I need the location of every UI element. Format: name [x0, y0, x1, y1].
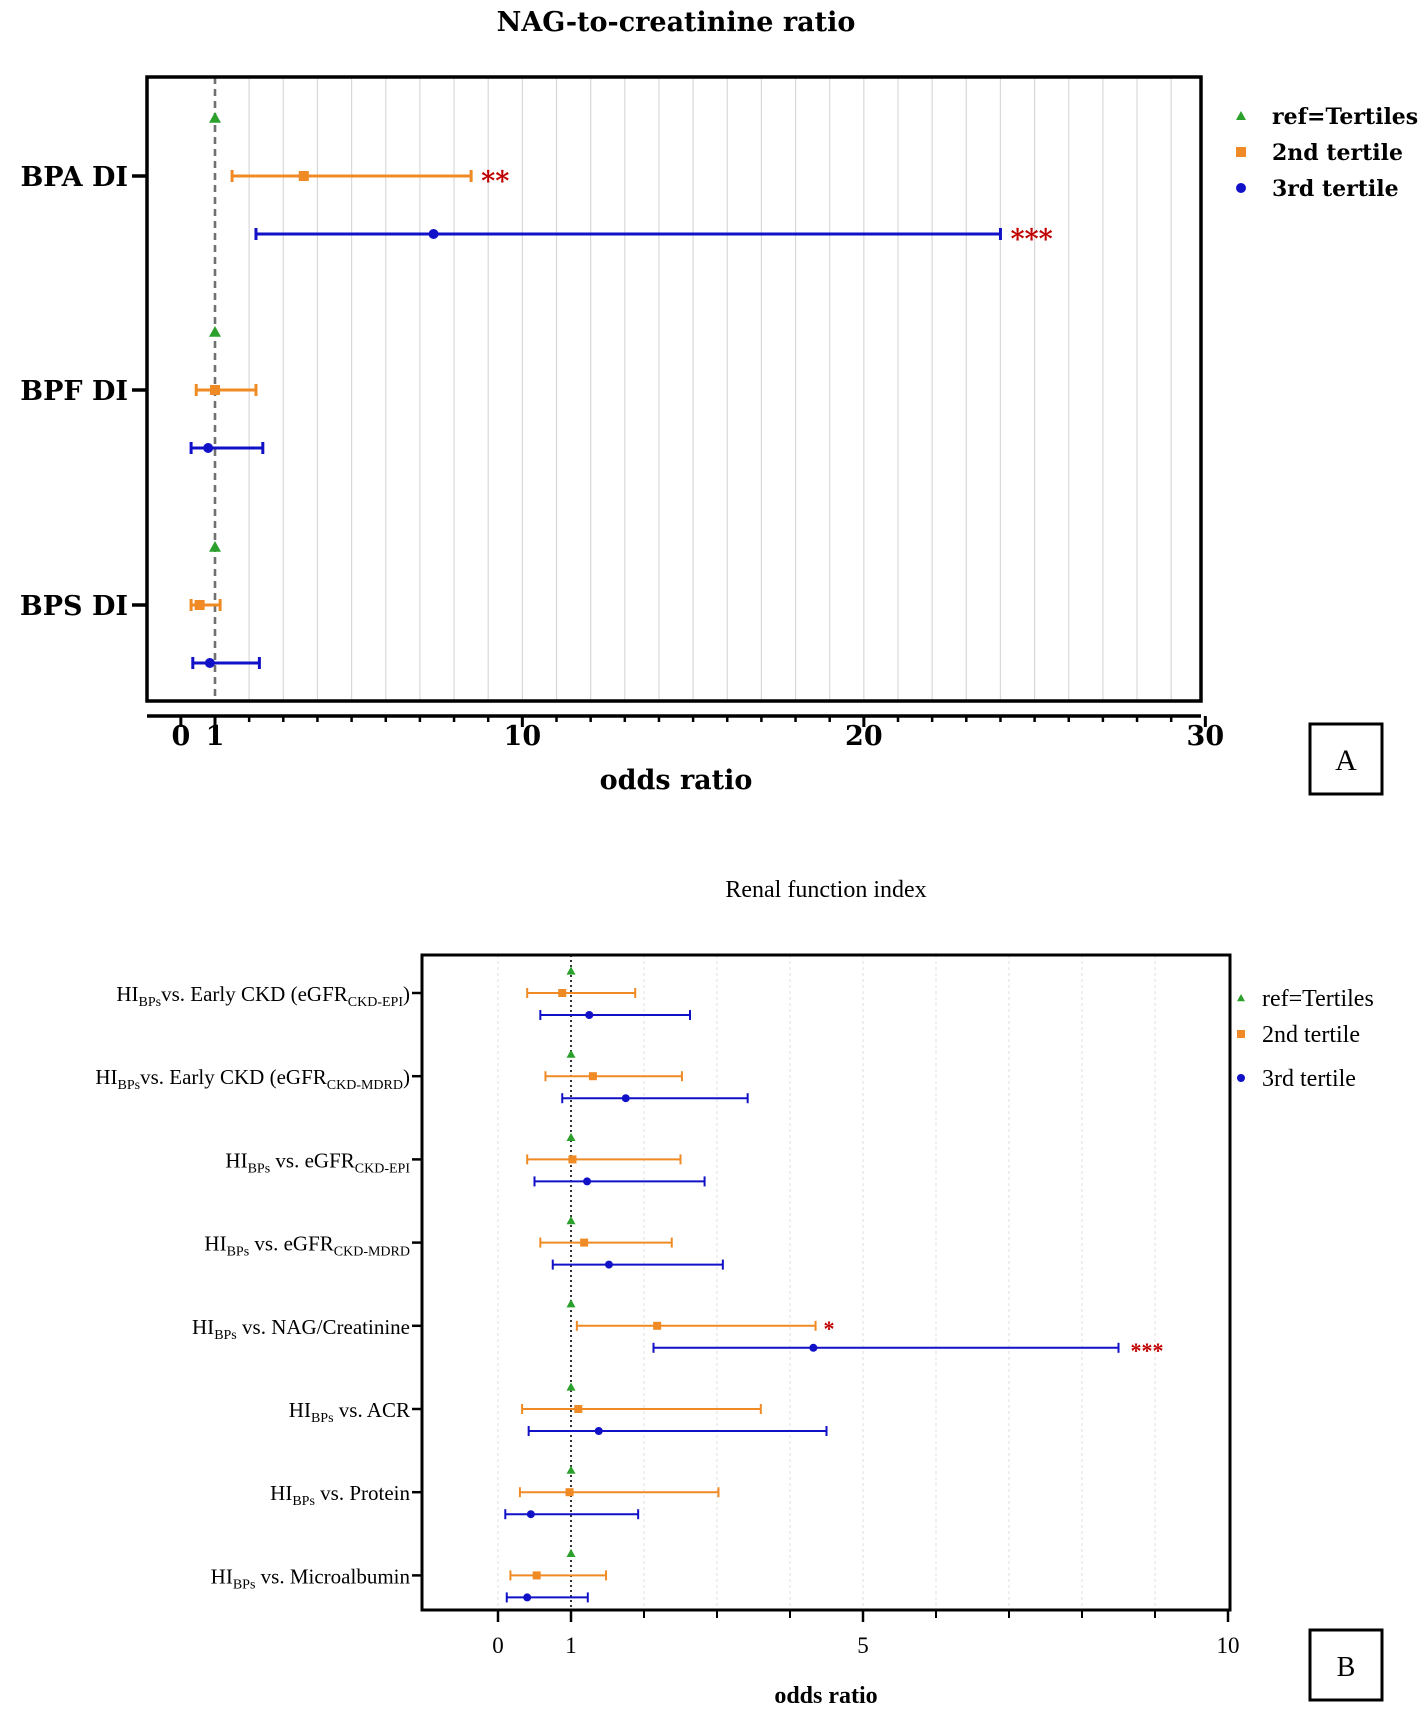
panel-b-y-label: HIBPs vs. Microalbumin [211, 1564, 411, 1592]
panel-a-point-ref [209, 112, 221, 123]
panel-a-point-third [428, 229, 439, 239]
panel-a-x-tick-label: 10 [504, 721, 542, 752]
panel-b-legend-label: ref=Tertiles [1262, 986, 1374, 1012]
panel-b-significance: * [824, 1316, 835, 1341]
panel-b-y-label: HIBPs vs. eGFRCKD-EPI [225, 1148, 410, 1176]
panel-b-label: B [1337, 1652, 1356, 1683]
panel-b-point-second [653, 1321, 662, 1330]
panel-b-significance: *** [1131, 1338, 1164, 1363]
panel-b-point-second [588, 1072, 597, 1081]
panel-a-legend-label: 3rd tertile [1272, 176, 1399, 202]
panel-b-x-label: odds ratio [774, 1683, 877, 1709]
panel-b-point-ref [566, 1049, 576, 1058]
panel-a-point-third [203, 443, 214, 453]
panel-a-significance: *** [1010, 224, 1052, 255]
panel-b-point-ref [566, 1299, 576, 1308]
panel-b-title: Renal function index [725, 877, 926, 903]
panel-b-point-third [809, 1343, 818, 1352]
panel-b-y-label: HIBPs vs. eGFRCKD-MDRD [204, 1232, 410, 1260]
panel-a: NAG-to-creatinine ratio ***** 0 1 10 20 30 B… [20, 7, 1418, 796]
panel-b-point-second [565, 1488, 574, 1497]
panel-b-point-ref [566, 1465, 576, 1474]
panel-b-x-tick-label: 10 [1217, 1633, 1240, 1658]
panel-a-x-label: odds ratio [600, 765, 753, 796]
panel-a-significance: ** [481, 166, 509, 197]
panel-a-point-ref [209, 541, 221, 552]
panel-a-title: NAG-to-creatinine ratio [497, 7, 856, 38]
panel-b-point-third [523, 1593, 532, 1602]
panel-b-point-third [585, 1011, 594, 1019]
panel-a-label: A [1335, 744, 1357, 777]
panel-b-grid [497, 955, 1156, 1610]
panel-b-point-third [526, 1510, 535, 1519]
panel-b-x-tick-label: 5 [857, 1633, 869, 1658]
panel-b-point-second [532, 1571, 541, 1580]
panel-b-y-label: HIBPs vs. Protein [270, 1481, 410, 1509]
panel-a-legend-marker-third [1236, 183, 1246, 193]
panel-b-legend-marker-ref [1237, 994, 1245, 1002]
panel-b-point-second [558, 989, 567, 997]
panel-b-point-second [568, 1155, 577, 1164]
panel-b-legend: ref=Tertiles 2nd tertile 3rd tertile [1237, 986, 1374, 1092]
panel-b-plot-frame [420, 953, 1232, 1612]
panel-a-legend-marker-ref [1236, 111, 1246, 120]
panel-a-y-label: BPA DI [20, 162, 128, 193]
panel-b-point-second [574, 1405, 583, 1413]
panel-a-grid [248, 77, 1172, 701]
panel-b-x-tick-label: 1 [565, 1633, 577, 1658]
panel-a-label-box [1308, 722, 1384, 796]
panel-b-legend-marker-second [1237, 1030, 1245, 1038]
panel-a-point-third [204, 658, 215, 668]
panel-b-point-ref [566, 1132, 576, 1141]
panel-a-marks: ***** [189, 112, 1053, 669]
panel-b-y-label: HIBPsvs. Early CKD (eGFRCKD-EPI) [116, 982, 410, 1010]
panel-b-x-axis: 0 1 5 10 [492, 1610, 1240, 1658]
panel-b-point-ref [566, 1382, 576, 1391]
panel-a-plot-frame [145, 75, 1203, 703]
panel-a-legend-label: 2nd tertile [1272, 140, 1403, 166]
panel-b-y-axis: HIBPsvs. Early CKD (eGFRCKD-EPI) HIBPsvs.… [95, 982, 422, 1592]
panel-b-point-ref [566, 966, 576, 975]
panel-a-x-tick-label: 30 [1187, 721, 1225, 752]
panel-a-y-label: BPF DI [20, 376, 128, 407]
panel-b-point-ref [566, 1548, 576, 1557]
panel-a-y-axis: BPA DI BPF DI BPS DI [20, 162, 147, 622]
panel-b-point-third [604, 1260, 613, 1269]
panel-b-point-third [583, 1177, 592, 1186]
panel-b-point-second [580, 1238, 589, 1247]
panel-a-x-tick-label: 1 [206, 721, 225, 752]
panel-b-x-tick-label: 0 [492, 1633, 504, 1658]
panel-a-x-tick-label: 20 [845, 721, 883, 752]
panel-a-legend-label: ref=Tertiles [1272, 104, 1418, 130]
panel-a-point-ref [209, 326, 221, 337]
panel-b-point-third [594, 1427, 603, 1435]
panel-b-point-ref [566, 1216, 576, 1225]
panel-b-y-label: HIBPs vs. ACR [289, 1398, 410, 1426]
panel-a-point-second [298, 171, 309, 181]
panel-a-legend-marker-second [1236, 147, 1246, 157]
panel-b-label-box [1308, 1628, 1384, 1702]
panel-b-marks: **** [504, 966, 1164, 1603]
panel-b-y-label: HIBPsvs. Early CKD (eGFRCKD-MDRD) [95, 1065, 410, 1093]
panel-a-y-label: BPS DI [20, 591, 128, 622]
panel-b-point-third [621, 1094, 630, 1103]
panel-b: Renal function index **** 0 1 5 10 HIBPsvs.… [95, 877, 1384, 1709]
panel-b-y-label: HIBPs vs. NAG/Creatinine [192, 1315, 410, 1343]
panel-a-point-second [210, 385, 220, 395]
panel-b-legend-label: 3rd tertile [1262, 1066, 1356, 1092]
panel-b-legend-marker-third [1237, 1074, 1245, 1082]
panel-a-x-tick-label: 0 [171, 721, 190, 752]
panel-a-x-axis: 0 1 10 20 30 [147, 714, 1225, 752]
panel-b-legend-label: 2nd tertile [1262, 1022, 1360, 1048]
panel-a-point-second [194, 600, 205, 610]
panel-a-legend: ref=Tertiles 2nd tertile 3rd tertile [1236, 104, 1418, 202]
